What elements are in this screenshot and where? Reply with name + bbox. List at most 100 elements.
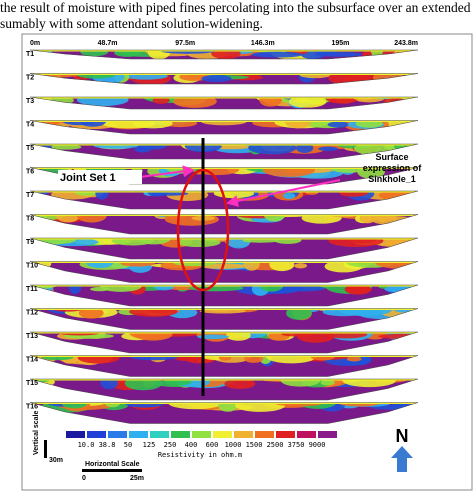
profile-blob (262, 167, 315, 177)
profile-top (30, 191, 418, 193)
profile-blob (77, 355, 120, 364)
profile-blob (320, 379, 335, 386)
profile-blob (194, 167, 240, 176)
legend-swatch (129, 431, 148, 438)
vertical-scale-bar (44, 440, 47, 458)
legend-label: 1000 (225, 441, 242, 449)
legend-swatch (255, 431, 274, 438)
profile-top (30, 214, 418, 216)
profile (30, 144, 418, 159)
legend-swatch (87, 431, 106, 438)
legend-label: 50 (124, 441, 132, 449)
profile-outline (29, 355, 419, 377)
legend-label: 3750 (288, 441, 305, 449)
vertical-scale-title: Vertical scale (33, 411, 40, 455)
profile-top (30, 332, 418, 334)
profile-blob (259, 355, 272, 364)
profile-outline (29, 96, 419, 110)
legend-label: 9000 (309, 441, 326, 449)
legend-swatch (171, 431, 190, 438)
caption-line: the result of moisture with piped fines … (0, 0, 471, 15)
profile-top (30, 167, 418, 169)
sinkhole-label: expression of (363, 163, 423, 173)
legend-swatch (108, 431, 127, 438)
profile-outline (29, 331, 419, 354)
profile-top (30, 73, 418, 75)
sinkhole-label: Sinkhole_1 (368, 174, 416, 184)
profile-blob (235, 402, 286, 412)
profile-blob (78, 308, 104, 319)
profile-blob (147, 50, 171, 59)
profile-label: T9 (26, 239, 34, 246)
distance-label: 48.7m (98, 40, 118, 47)
profile (30, 308, 418, 330)
profile-blob (251, 51, 303, 58)
profile-blob (318, 146, 339, 151)
horizontal-scale-end: 25m (130, 475, 144, 482)
profile-outline (29, 261, 419, 283)
profile-blob (280, 379, 321, 387)
profile-top (30, 120, 418, 122)
profile-blob (339, 191, 368, 197)
profile-blob (259, 97, 282, 107)
legend-swatch (66, 431, 85, 438)
joint-set-label: Joint Set 1 (60, 172, 116, 184)
profile (30, 120, 418, 134)
profile-top (30, 97, 418, 99)
sinkhole-ellipse (176, 168, 230, 292)
profile-blob (151, 191, 189, 196)
profile-top (30, 285, 418, 287)
legend-label: 125 (143, 441, 156, 449)
legend: 10.0 38.8 50 125 250 400 600 1000 1500 2500 3750 90… (66, 431, 337, 449)
profile-blob (346, 356, 362, 362)
profile-blob (95, 191, 109, 200)
profile-blob (282, 192, 296, 199)
profile-blob (243, 261, 260, 271)
profile-label: T6 (26, 169, 34, 176)
profile-label: T4 (26, 122, 34, 129)
profile-blob (224, 379, 256, 389)
legend-label: 10.0 (78, 441, 95, 449)
profile-outline (29, 308, 419, 330)
profile-label: T1 (26, 51, 34, 58)
legend-label: 600 (206, 441, 219, 449)
profile-label: T2 (26, 75, 34, 82)
profile-top (30, 50, 418, 52)
profile-outline (29, 143, 419, 160)
distance-label: 195m (331, 40, 349, 47)
legend-swatch (234, 431, 253, 438)
profile-blob (197, 334, 229, 340)
legend-label: 250 (164, 441, 177, 449)
distance-label: 243.8m (394, 40, 418, 47)
profile-top (30, 355, 418, 357)
profile-blob (68, 285, 82, 295)
profile-label: T5 (26, 145, 34, 152)
distance-label: 97.5m (175, 40, 195, 47)
legend-swatch (213, 431, 232, 438)
profile-blob (327, 121, 350, 128)
legend-swatch (318, 431, 337, 438)
profile-blob (278, 285, 325, 292)
horizontal-scale-start: 0 (82, 475, 86, 482)
profile-blob (49, 144, 82, 150)
sinkhole-label: Surface (375, 152, 408, 162)
profile-outline (29, 120, 419, 135)
profile-blob (294, 98, 311, 103)
legend-label: 38.8 (99, 441, 116, 449)
legend-title: Resistivity in ohm.m (158, 451, 242, 459)
caption-line: sumably with some attendant solution-wid… (0, 16, 263, 31)
profile-blob (344, 285, 372, 295)
profile-label: T16 (26, 404, 38, 411)
profile-label: T13 (26, 333, 38, 340)
profile-blob (76, 97, 129, 107)
profile-blob (176, 238, 221, 248)
horizontal-scale-title: Horizontal Scale (85, 461, 140, 468)
legend-swatch (297, 431, 316, 438)
profile-outline (29, 284, 419, 307)
profile-label: T10 (26, 263, 38, 270)
distance-label: 0m (30, 40, 40, 47)
profile-outline (29, 237, 419, 260)
north-label: N (396, 426, 409, 446)
profile-blob (80, 50, 109, 57)
